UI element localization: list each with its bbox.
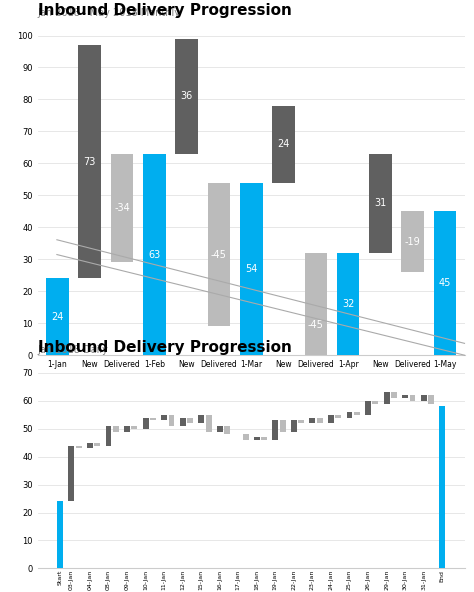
Text: -45: -45 xyxy=(308,320,324,330)
Bar xyxy=(110,154,133,262)
Bar xyxy=(224,426,230,435)
Text: 24: 24 xyxy=(277,139,290,149)
Bar xyxy=(428,395,434,404)
Bar xyxy=(298,420,304,423)
Text: 54: 54 xyxy=(245,264,257,274)
Bar xyxy=(273,420,278,440)
Text: Jan 2018 Daily: Jan 2018 Daily xyxy=(38,345,109,355)
Text: Inbound Delivery Progression: Inbound Delivery Progression xyxy=(38,3,292,18)
Text: 36: 36 xyxy=(181,91,193,101)
Bar xyxy=(57,501,63,568)
Bar xyxy=(208,182,230,326)
Bar xyxy=(78,45,101,278)
Bar xyxy=(217,426,223,432)
Bar xyxy=(240,182,263,355)
Legend: Pending Deliveries, New, Delivered: Pending Deliveries, New, Delivered xyxy=(140,393,363,408)
Bar xyxy=(254,437,260,440)
Bar xyxy=(87,443,93,448)
Bar xyxy=(243,435,249,440)
Bar xyxy=(124,426,130,432)
Bar xyxy=(76,446,82,448)
Bar xyxy=(337,253,359,355)
Text: -19: -19 xyxy=(405,237,421,247)
Bar xyxy=(175,38,198,154)
Bar xyxy=(291,420,297,432)
Bar xyxy=(373,401,378,404)
Text: 31: 31 xyxy=(374,198,387,208)
Bar xyxy=(106,426,111,446)
Text: 24: 24 xyxy=(51,312,64,322)
Bar xyxy=(272,106,295,182)
Bar xyxy=(354,412,360,415)
Bar xyxy=(131,426,137,429)
Bar xyxy=(434,211,456,355)
Bar xyxy=(401,211,424,272)
Text: Inbound Delivery Progression: Inbound Delivery Progression xyxy=(38,340,292,355)
Bar xyxy=(198,415,204,423)
Text: -45: -45 xyxy=(211,249,227,259)
Bar xyxy=(402,395,408,398)
Bar xyxy=(346,412,353,417)
Bar xyxy=(310,417,315,423)
Bar xyxy=(68,446,74,501)
Bar xyxy=(161,415,167,420)
Bar xyxy=(180,417,186,426)
Text: 32: 32 xyxy=(342,299,355,309)
Bar xyxy=(410,395,416,401)
Bar xyxy=(143,154,165,355)
Bar xyxy=(317,417,323,423)
Bar xyxy=(143,417,148,429)
Text: -34: -34 xyxy=(114,203,130,213)
Bar xyxy=(169,415,174,426)
Bar xyxy=(391,392,397,398)
Bar xyxy=(328,415,334,423)
Bar xyxy=(369,154,392,253)
Bar xyxy=(94,443,100,446)
Bar xyxy=(206,415,211,432)
Bar xyxy=(46,278,69,355)
Bar xyxy=(187,417,193,423)
Bar xyxy=(304,253,327,397)
Text: Jan 2018 - May 2018 Monthly: Jan 2018 - May 2018 Monthly xyxy=(38,8,181,18)
Text: 63: 63 xyxy=(148,249,160,259)
Bar xyxy=(150,417,156,420)
Text: 73: 73 xyxy=(83,157,96,167)
Bar xyxy=(383,392,390,404)
Bar xyxy=(420,395,427,401)
Text: 45: 45 xyxy=(439,278,451,288)
Bar xyxy=(280,420,286,432)
Bar xyxy=(365,401,371,415)
Bar xyxy=(336,415,341,417)
Bar xyxy=(113,426,119,432)
Bar xyxy=(261,437,267,440)
Bar xyxy=(439,407,445,568)
